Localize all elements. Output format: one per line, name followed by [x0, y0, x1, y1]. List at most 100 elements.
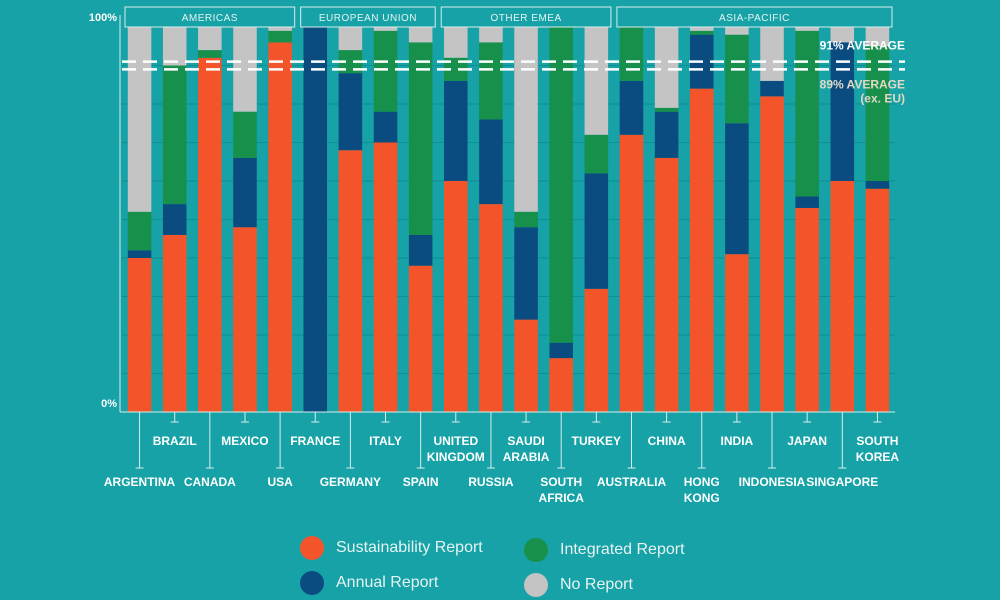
bar-segment-sustainability-report [654, 157, 679, 412]
bar-segment-sustainability-report [760, 96, 784, 413]
bar-segment-no-report [198, 27, 222, 51]
x-tick-label-argentina: ARGENTINA [104, 475, 176, 489]
bar-segment-sustainability-report [795, 207, 819, 412]
x-tick-label-south-korea: SOUTH [856, 434, 898, 448]
bar-segment-sustainability-report [408, 265, 433, 412]
x-tick-label-south-korea: KOREA [856, 450, 900, 464]
bar-segment-annual-report [479, 119, 503, 205]
bar-segment-annual-report [549, 342, 573, 359]
bar-segment-annual-report [654, 111, 679, 158]
bar-segment-sustainability-report [162, 234, 187, 412]
x-tick-label-india: INDIA [721, 434, 754, 448]
bar-china [654, 27, 679, 412]
bar-singapore [830, 27, 855, 412]
bar-segment-integrated-report [795, 30, 819, 197]
bar-segment-integrated-report [584, 134, 609, 174]
x-tick-label-france: FRANCE [290, 434, 340, 448]
bar-segment-no-report [689, 27, 714, 31]
bar-segment-no-report [233, 27, 257, 112]
group-label-european-union: EUROPEAN UNION [319, 13, 417, 24]
bar-italy [373, 27, 398, 412]
x-tick-label-hong-kong: HONG [684, 475, 720, 489]
bar-segment-no-report [514, 27, 538, 212]
reference-label-89: 89% AVERAGE [820, 77, 905, 91]
bar-south-africa [549, 27, 573, 412]
group-label-other-emea: OTHER EMEA [491, 13, 562, 24]
group-box-americas [124, 6, 296, 28]
y-tick-label-bottom: 0% [101, 398, 117, 410]
bar-mexico [233, 27, 257, 412]
legend-swatch-sustainability [300, 536, 324, 560]
bar-canada [198, 27, 222, 413]
bar-segment-sustainability-report [865, 188, 890, 412]
bar-segment-annual-report [619, 80, 644, 135]
bar-segment-integrated-report [479, 42, 503, 120]
bar-segment-no-report [373, 27, 398, 31]
bar-segment-annual-report [127, 250, 152, 258]
legend-item-sustainability: Sustainability Report [300, 536, 483, 560]
bar-segment-integrated-report [268, 30, 292, 43]
bars [127, 27, 890, 413]
category-labels: ARGENTINA BRAZIL CANADA MEXICO USA FRANCE GERM… [104, 412, 900, 505]
group-box-european-union [300, 6, 436, 28]
legend-label-integrated: Integrated Report [560, 541, 685, 558]
bar-segment-annual-report [303, 27, 328, 412]
bar-segment-integrated-report [127, 211, 152, 251]
bar-segment-annual-report [865, 181, 890, 189]
bar-segment-annual-report [830, 42, 855, 182]
x-tick-label-usa: USA [267, 475, 293, 489]
group-box-asia-pacific [616, 6, 893, 28]
bar-segment-annual-report [725, 123, 749, 255]
bar-segment-sustainability-report [830, 181, 855, 412]
bar-segment-integrated-report [233, 111, 257, 158]
bar-india [725, 27, 749, 412]
x-tick-label-germany: GERMANY [320, 475, 381, 489]
group-box-other-emea [440, 6, 612, 28]
x-tick-label-saudi-arabia: ARABIA [503, 450, 550, 464]
reference-sublabel-89: (ex. EU) [860, 91, 905, 105]
bar-segment-annual-report [373, 111, 398, 143]
bar-segment-annual-report [338, 73, 363, 151]
x-tick-label-japan: JAPAN [787, 434, 827, 448]
bar-segment-sustainability-report [198, 57, 222, 413]
bar-segment-integrated-report [408, 42, 433, 235]
bar-segment-sustainability-report [514, 319, 538, 412]
legend-item-no-report: No Report [524, 573, 633, 597]
bar-segment-sustainability-report [479, 204, 503, 412]
bar-segment-no-report [444, 27, 468, 58]
x-tick-label-united-kingdom: KINGDOM [427, 450, 485, 464]
x-tick-label-indonesia: INDONESIA [739, 475, 806, 489]
bar-segment-sustainability-report [549, 358, 573, 412]
bar-segment-no-report [830, 27, 855, 43]
bar-segment-integrated-report [619, 27, 644, 81]
bar-segment-no-report [584, 27, 609, 135]
x-tick-label-brazil: BRAZIL [153, 434, 197, 448]
bar-segment-sustainability-report [725, 254, 749, 412]
x-tick-label-south-africa: AFRICA [539, 491, 585, 505]
x-tick-label-canada: CANADA [184, 475, 236, 489]
group-label-americas: AMERICAS [182, 13, 238, 24]
legend-swatch-no-report [524, 573, 548, 597]
bar-segment-annual-report [760, 80, 784, 97]
bar-usa [268, 27, 292, 413]
x-tick-label-italy: ITALY [369, 434, 402, 448]
bar-segment-integrated-report [373, 30, 398, 112]
bar-segment-no-report [338, 27, 363, 51]
x-tick-label-australia: AUSTRALIA [597, 475, 667, 489]
bar-south-korea [865, 27, 890, 412]
legend: Sustainability Report Integrated Report … [300, 532, 760, 598]
bar-segment-annual-report [795, 196, 819, 208]
bar-segment-no-report [725, 27, 749, 35]
bar-segment-annual-report [514, 227, 538, 320]
bar-segment-no-report [479, 27, 503, 43]
bar-segment-no-report [127, 27, 152, 212]
bar-segment-integrated-report [162, 65, 187, 205]
bar-segment-integrated-report [654, 107, 679, 112]
bar-segment-integrated-report [689, 30, 714, 35]
bar-segment-sustainability-report [268, 42, 292, 413]
bar-segment-no-report [654, 27, 679, 108]
bar-turkey [584, 27, 609, 412]
bar-argentina [127, 27, 152, 412]
bar-segment-integrated-report [725, 34, 749, 124]
